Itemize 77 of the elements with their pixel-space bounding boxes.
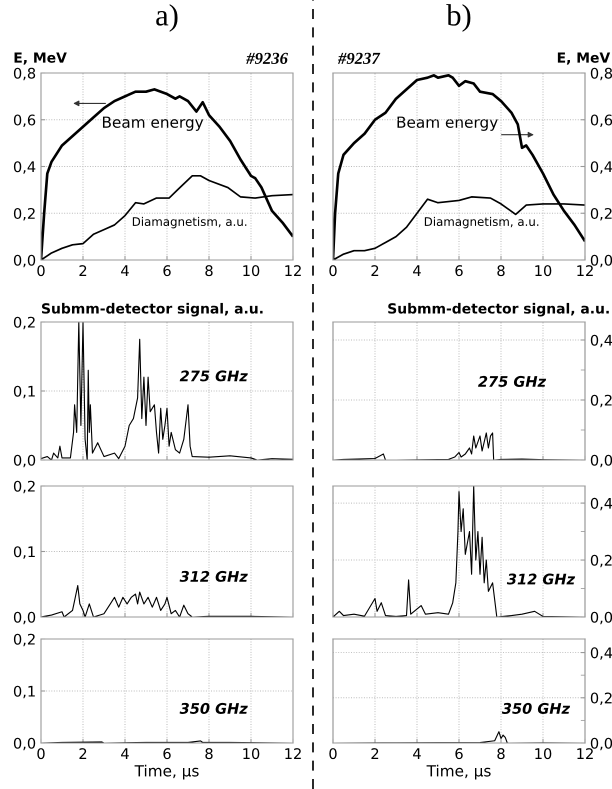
x-axis-title: Time, µs xyxy=(134,764,199,780)
annotation: Diamagnetism, a.u. xyxy=(424,216,538,228)
annotation: Diamagnetism, a.u. xyxy=(132,216,246,228)
x-tick-label: 8 xyxy=(205,265,213,276)
x-tick-label: 10 xyxy=(243,748,260,760)
y-tick-label: 0,8 xyxy=(14,68,36,80)
y2-tick-label: 0,2 xyxy=(590,554,612,568)
y-tick-label: 0,6 xyxy=(14,114,36,127)
x-tick-label: 0 xyxy=(37,265,45,276)
x-tick-label: 6 xyxy=(455,748,463,760)
annotation: 312 GHz xyxy=(506,574,576,585)
y2-tick-label: 0,6 xyxy=(590,114,612,127)
y-tick-label: 0,2 xyxy=(14,316,35,330)
y2-tick-label: 0,2 xyxy=(590,208,612,220)
annotation: 312 GHz xyxy=(180,570,248,582)
x-tick-label: 10 xyxy=(535,748,552,760)
text: #9236 xyxy=(246,52,288,64)
x-tick-label: 2 xyxy=(371,748,378,759)
chart-title: b) xyxy=(446,4,470,32)
annotation: Beam energy xyxy=(398,116,498,131)
y-axis-title: Submm-detector signal, a.u. xyxy=(42,302,263,316)
annotation: 350 GHz xyxy=(502,702,570,714)
x-tick-label: 8 xyxy=(497,748,505,760)
y-tick-label: 0,2 xyxy=(14,480,35,494)
y-tick-label: 0,2 xyxy=(14,208,35,220)
y2-tick-label: 0,0 xyxy=(590,254,612,268)
y-tick-label: 0,2 xyxy=(14,634,35,646)
x-tick-label: 10 xyxy=(535,265,552,276)
text: #9237 xyxy=(338,52,380,64)
x-tick-label: 4 xyxy=(121,748,129,759)
x-tick-label: 6 xyxy=(163,265,171,276)
y2-tick-label: 0,4 xyxy=(590,334,612,348)
y-tick-label: 0,0 xyxy=(14,612,36,624)
x-tick-label: 6 xyxy=(163,748,171,760)
x-tick-label: 0 xyxy=(329,265,337,276)
chart-title: a) xyxy=(156,4,178,32)
y-tick-label: 0,1 xyxy=(14,686,35,698)
y2-axis-title: E, MeV xyxy=(558,52,610,65)
x-tick-label: 4 xyxy=(413,265,421,276)
y2-tick-label: 0,4 xyxy=(590,647,612,660)
y-tick-label: 0,1 xyxy=(14,386,35,398)
y-tick-label: 0,0 xyxy=(14,738,36,750)
y-axis-title: E, MeV xyxy=(14,52,67,65)
x-tick-label: 8 xyxy=(205,748,213,760)
x-tick-label: 0 xyxy=(37,748,45,760)
y-tick-label: 0,0 xyxy=(14,454,36,468)
y2-tick-label: 0,4 xyxy=(590,161,612,174)
y-tick-label: 0,1 xyxy=(14,546,35,559)
y2-tick-label: 0,8 xyxy=(590,68,612,80)
y2-tick-label: 0,4 xyxy=(590,498,612,510)
y-tick-label: 0,0 xyxy=(14,254,36,268)
annotation: 275 GHz xyxy=(478,376,546,387)
x-tick-label: 2 xyxy=(79,265,86,276)
x-tick-label: 2 xyxy=(79,748,86,759)
y-tick-label: 0,4 xyxy=(14,161,36,174)
x-tick-label: 8 xyxy=(497,265,505,276)
x-axis-title: Time, µs xyxy=(426,764,491,780)
y2-axis-title: Submm-detector signal, a.u. xyxy=(388,302,609,316)
annotation: 275 GHz xyxy=(180,370,248,382)
x-tick-label: 6 xyxy=(455,265,463,276)
x-tick-label: 4 xyxy=(413,748,421,759)
x-tick-label: 12 xyxy=(285,748,301,759)
y2-tick-label: 0,2 xyxy=(590,692,612,706)
line-series xyxy=(41,322,293,460)
x-tick-label: 4 xyxy=(121,265,129,276)
y2-tick-label: 0,0 xyxy=(590,738,612,750)
y2-tick-label: 0,2 xyxy=(590,394,612,408)
x-tick-label: 12 xyxy=(285,265,301,276)
x-tick-label: 10 xyxy=(243,265,260,276)
annotation: 350 GHz xyxy=(180,702,248,714)
annotation: Beam energy xyxy=(102,116,204,131)
y2-tick-label: 0,0 xyxy=(590,454,612,468)
x-tick-label: 0 xyxy=(329,748,337,760)
x-tick-label: 12 xyxy=(577,748,593,759)
x-tick-label: 12 xyxy=(577,265,593,276)
y2-tick-label: 0,0 xyxy=(590,612,612,624)
x-tick-label: 2 xyxy=(371,265,378,276)
